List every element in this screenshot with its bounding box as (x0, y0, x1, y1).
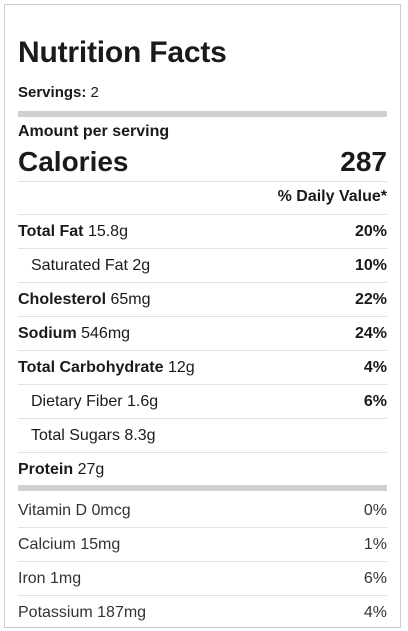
vitamin-amount: 15mg (80, 536, 121, 553)
nutrition-label: Nutrition Facts Servings: 2 Amount per s… (4, 4, 401, 628)
vitamin-daily-value: 6% (363, 570, 387, 587)
divider (18, 595, 387, 596)
vitamin-daily-value: 0% (363, 502, 387, 519)
vitamin-name: Vitamin D (18, 502, 88, 519)
nutrient-amount: 12g (167, 359, 195, 376)
nutrient-daily-value: 6% (363, 393, 387, 410)
vitamin-amount: 0mcg (91, 502, 131, 519)
calories-value: 287 (340, 146, 387, 177)
thick-divider-bottom (18, 485, 387, 491)
nutrient-row-cholesterol: Cholesterol 65mg 22% (18, 283, 387, 316)
vitamin-row-vitamin-d: Vitamin D 0mcg 0% (18, 494, 387, 527)
divider (18, 418, 387, 419)
thick-divider-top (18, 111, 387, 117)
divider (18, 527, 387, 528)
nutrient-name: Total Fat (18, 223, 84, 240)
nutrient-amount: 27g (77, 461, 105, 478)
divider (18, 248, 387, 249)
nutrient-name: Cholesterol (18, 291, 107, 308)
nutrient-amount: 1.6g (127, 393, 159, 410)
nutrient-row-dietary-fiber: Dietary Fiber 1.6g 6% (18, 385, 387, 418)
nutrient-row-protein: Protein 27g (18, 453, 387, 486)
nutrient-row-total-sugars: Total Sugars 8.3g (18, 419, 387, 452)
nutrient-name: Saturated Fat (31, 257, 128, 274)
vitamin-daily-value: 4% (363, 604, 387, 621)
nutrient-row-total-carbohydrate: Total Carbohydrate 12g 4% (18, 351, 387, 384)
divider (18, 214, 387, 215)
nutrient-amount: 8.3g (124, 427, 156, 444)
nutrient-name: Total Carbohydrate (18, 359, 164, 376)
vitamin-amount: 187mg (97, 604, 147, 621)
vitamin-name: Calcium (18, 536, 76, 553)
calories-label: Calories (18, 146, 129, 177)
divider (18, 282, 387, 283)
label-title: Nutrition Facts (18, 36, 227, 69)
divider (18, 561, 387, 562)
vitamin-row-calcium: Calcium 15mg 1% (18, 528, 387, 561)
nutrient-amount: 15.8g (87, 223, 128, 240)
vitamin-row-potassium: Potassium 187mg 4% (18, 596, 387, 629)
servings-value: 2 (90, 84, 99, 101)
servings-line: Servings: 2 (18, 83, 99, 103)
divider (18, 452, 387, 453)
nutrient-amount: 546mg (81, 325, 131, 342)
divider (18, 181, 387, 182)
servings-label: Servings: (18, 84, 87, 101)
divider (18, 350, 387, 351)
nutrient-daily-value: 24% (354, 325, 387, 342)
nutrient-name: Sodium (18, 325, 77, 342)
nutrient-daily-value: 22% (354, 291, 387, 308)
nutrient-row-total-fat: Total Fat 15.8g 20% (18, 215, 387, 248)
nutrient-amount: 65mg (110, 291, 151, 308)
vitamin-name: Iron (18, 570, 46, 587)
nutrient-row-saturated-fat: Saturated Fat 2g 10% (18, 249, 387, 282)
vitamin-daily-value: 1% (363, 536, 387, 553)
nutrient-row-sodium: Sodium 546mg 24% (18, 317, 387, 350)
divider (18, 384, 387, 385)
nutrient-name: Protein (18, 461, 74, 478)
vitamin-row-iron: Iron 1mg 6% (18, 562, 387, 595)
nutrient-amount: 2g (132, 257, 151, 274)
nutrient-daily-value: 10% (354, 257, 387, 274)
vitamin-amount: 1mg (50, 570, 82, 587)
nutrient-name: Total Sugars (31, 427, 120, 444)
nutrient-name: Dietary Fiber (31, 393, 123, 410)
nutrient-daily-value: 20% (354, 223, 387, 240)
amount-per-serving: Amount per serving (18, 123, 170, 140)
daily-value-header: % Daily Value* (277, 188, 387, 205)
divider (18, 316, 387, 317)
nutrient-daily-value: 4% (363, 359, 387, 376)
vitamin-name: Potassium (18, 604, 93, 621)
